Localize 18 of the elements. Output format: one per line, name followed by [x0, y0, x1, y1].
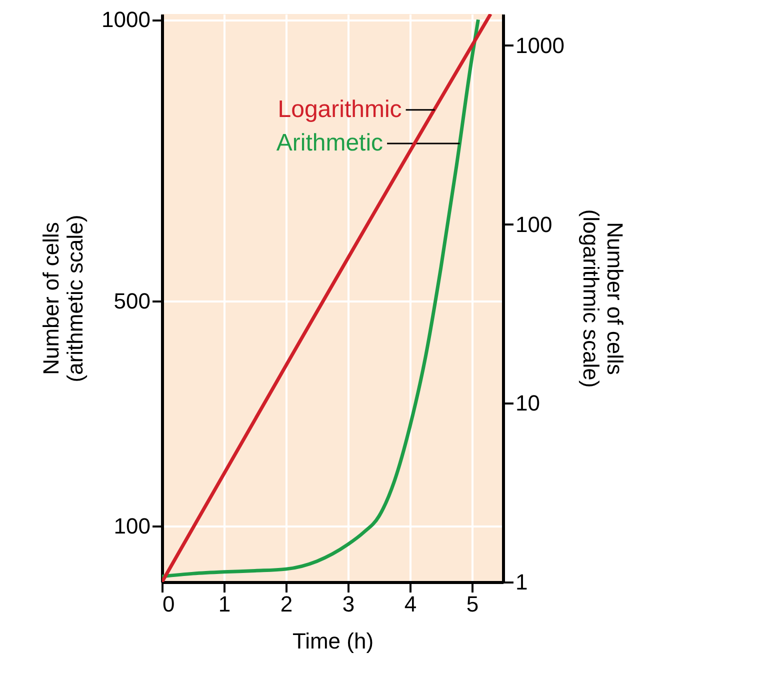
x-tick-label: 5 [466, 592, 479, 616]
x-axis-title: Time (h) [292, 628, 374, 654]
x-tick-label: 3 [342, 592, 355, 616]
x-tick-label: 2 [280, 592, 293, 616]
y-axis-title: Number of cells (arithmetic scale) [38, 214, 88, 382]
x-tick-label: 4 [404, 592, 417, 616]
x-tick-label: 0 [162, 592, 175, 616]
y2-tick-label: 1000 [516, 32, 564, 58]
y2-axis-title: Number of cells (logarithmic scale) [578, 209, 628, 388]
series-label: Logarithmic [278, 96, 402, 123]
y2-tick-label: 1 [516, 570, 528, 594]
y2-tick-label: 10 [516, 390, 540, 416]
y-tick-label: 500 [114, 288, 150, 314]
x-tick-label: 1 [218, 592, 231, 616]
text: Arithmetic [276, 129, 384, 156]
y-tick-label: 1000 [102, 7, 150, 32]
y-tick-label: 100 [114, 513, 150, 538]
y2-tick-label: 100 [516, 212, 552, 237]
